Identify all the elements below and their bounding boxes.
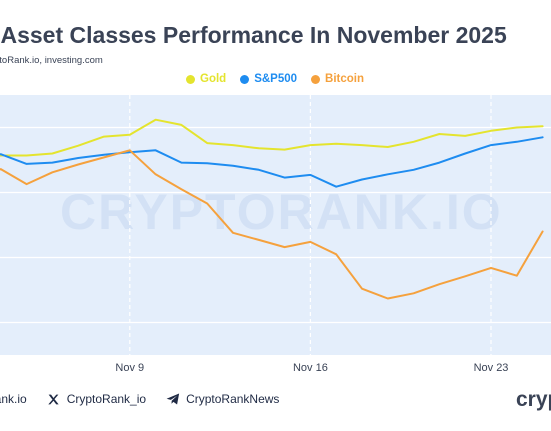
legend-item-bitcoin: Bitcoin bbox=[311, 73, 364, 85]
legend-label-bitcoin: Bitcoin bbox=[325, 73, 365, 85]
x-tick-label: Nov 16 bbox=[292, 362, 328, 374]
legend-label-sp500: S&P500 bbox=[254, 73, 298, 85]
footer-twitter[interactable]: CryptoRank_io bbox=[47, 392, 146, 406]
footer-website-label: Rank.io bbox=[0, 392, 27, 406]
series-line-sp500 bbox=[0, 136, 544, 188]
legend-dot-gold bbox=[186, 74, 195, 84]
x-twitter-icon bbox=[47, 392, 61, 406]
legend-item-sp500: S&P500 bbox=[240, 73, 297, 85]
footer-telegram-label: CryptoRankNews bbox=[186, 392, 280, 406]
chart-svg bbox=[0, 95, 551, 355]
legend-dot-bitcoin bbox=[311, 74, 321, 84]
legend-dot-sp500 bbox=[240, 74, 250, 84]
legend-item-gold: Gold bbox=[186, 73, 226, 85]
footer-website[interactable]: Rank.io bbox=[0, 392, 27, 406]
chart-legend: Gold S&P500 Bitcoin bbox=[186, 73, 364, 85]
telegram-icon bbox=[166, 392, 180, 406]
x-tick-label: Nov 9 bbox=[115, 362, 145, 374]
chart-plot-area: CRYPTORANK.IO bbox=[0, 95, 551, 355]
x-tick-label: Nov 23 bbox=[473, 362, 509, 374]
footer-telegram[interactable]: CryptoRankNews bbox=[166, 392, 279, 406]
footer-twitter-label: CryptoRank_io bbox=[66, 392, 147, 406]
cryptorank-logo: crypt bbox=[516, 388, 551, 411]
legend-label-gold: Gold bbox=[200, 73, 227, 85]
footer: Rank.io CryptoRank_io CryptoRankNews bbox=[0, 392, 279, 406]
chart-title: r Asset Classes Performance In November … bbox=[0, 22, 507, 48]
chart-source: ptoRank.io, investing.com bbox=[0, 55, 103, 66]
watermark: CRYPTORANK.IO bbox=[60, 184, 503, 240]
series-line-gold bbox=[0, 118, 544, 157]
series-line-bitcoin bbox=[0, 149, 544, 300]
